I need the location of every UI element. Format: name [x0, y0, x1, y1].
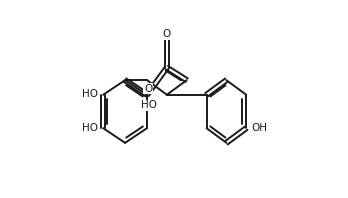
Text: HO: HO: [141, 100, 157, 110]
Text: O: O: [163, 30, 171, 39]
Text: O: O: [144, 84, 152, 94]
Text: HO: HO: [82, 123, 98, 133]
Text: HO: HO: [82, 89, 98, 99]
Text: OH: OH: [252, 123, 268, 133]
